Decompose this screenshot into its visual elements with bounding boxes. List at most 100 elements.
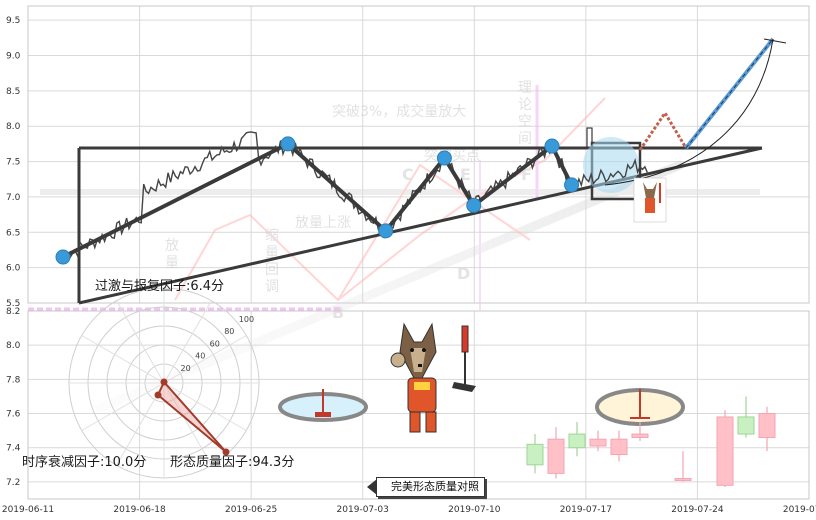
- x-tick-label: 2019-06-25: [225, 505, 277, 515]
- mascot-small: [633, 177, 667, 223]
- watermark-text-breakout: 突破3%，成交量放大: [332, 103, 466, 120]
- y-tick-label: 6.0: [6, 264, 21, 274]
- factor2-label: 时序衰减因子:10.0分: [22, 454, 146, 470]
- arrow-left-icon: [367, 479, 377, 495]
- candlestick-series: [526, 396, 776, 488]
- y-tick-label: 9.0: [6, 52, 21, 62]
- pivot-marker: [280, 136, 296, 152]
- candle-body: [674, 477, 692, 481]
- lower-y-axis: 7.2 7.4 7.6 7.8 8.0 8.2: [6, 307, 21, 488]
- polar-ring-label: 40: [195, 352, 205, 361]
- polar-factor-point: [160, 378, 168, 386]
- x-tick-label: 2019-07-24: [671, 505, 724, 515]
- watermark-char: 理: [518, 80, 532, 96]
- watermark-letter-c: C: [402, 165, 414, 184]
- projection-target-tick: [763, 38, 787, 44]
- watermark-text-theory: 理论空间: [518, 80, 532, 147]
- y-tick-label: 9.5: [6, 16, 20, 26]
- y-tick-label: 8.2: [6, 307, 20, 317]
- watermark-char: 间: [518, 131, 532, 147]
- y-tick-label: 7.4: [6, 444, 21, 454]
- x-axis: 2019-06-11 2019-06-18 2019-06-25 2019-07-03…: [2, 505, 816, 515]
- perfect-pattern-button[interactable]: 完美形态质量对照: [367, 477, 485, 497]
- polar-spoke: [81, 335, 165, 384]
- x-tick-label: 2019-06-11: [2, 505, 54, 515]
- watermark-letter-b: B: [332, 303, 344, 322]
- pivot-marker: [466, 197, 482, 213]
- mascot-dog: [390, 322, 476, 433]
- pivot-marker: [544, 138, 560, 154]
- watermark-text-buy: 突破买点: [424, 148, 480, 164]
- watermark-letter-e: E: [460, 165, 471, 184]
- polar-ring-label: 60: [210, 339, 220, 348]
- candle-body: [547, 438, 565, 474]
- x-tick-label: 2019-07-17: [560, 505, 612, 515]
- lower-panel-frame: [27, 310, 810, 500]
- polar-ring-label: 80: [224, 327, 234, 336]
- watermark-char: 调: [265, 279, 279, 295]
- candle-body: [568, 433, 586, 449]
- watermark-arrow-path: [174, 163, 531, 302]
- watermark-char: 回: [265, 262, 279, 278]
- watermark-char: 论: [518, 97, 532, 113]
- pivot-marker: [378, 223, 394, 239]
- factor1-label: 过激与报复因子:6.4分: [95, 279, 224, 294]
- polar-factor-chart: 20 40 60 80 100: [68, 287, 260, 479]
- y-tick-label: 7.5: [6, 158, 20, 168]
- candle-body: [631, 433, 649, 438]
- upper-panel-frame: [27, 5, 810, 304]
- polar-factor-point: [222, 448, 230, 456]
- x-tick-label: 2019-07-31: [783, 505, 816, 515]
- polar-spoke: [116, 300, 165, 384]
- y-tick-label: 8.0: [6, 122, 21, 132]
- pattern-lower-trendline: [78, 146, 763, 305]
- projection-alt-path: [638, 110, 688, 151]
- x-tick-label: 2019-07-03: [337, 505, 389, 515]
- watermark-layer: 突破3%，成交量放大 突破买点 放量上涨 C E F D B 理论空间 缩量 回调…: [40, 80, 760, 413]
- watermark-text-volume: 放量: [165, 238, 179, 271]
- watermark-letter-f: F: [521, 165, 532, 184]
- y-tick-label: 5.5: [6, 299, 20, 309]
- watermark-char: 量: [165, 255, 179, 271]
- polar-ring-label: 100: [239, 315, 254, 324]
- polar-spoke: [163, 335, 247, 384]
- projection-main-core: [685, 38, 774, 149]
- y-tick-label: 8.0: [6, 341, 21, 351]
- pivot-markers: [55, 136, 580, 265]
- watermark-char: 空: [518, 114, 532, 130]
- candle-body: [526, 443, 544, 466]
- perfect-pattern-button-label: 完美形态质量对照: [391, 480, 479, 493]
- watermark-char: 放: [165, 238, 179, 254]
- candle-body: [589, 438, 607, 447]
- y-tick-label: 7.2: [6, 478, 20, 488]
- candle-body: [716, 416, 734, 486]
- polar-factor-point: [154, 391, 162, 399]
- candle-body: [610, 438, 628, 456]
- watermark-text-volume-up: 放量上涨: [295, 215, 351, 231]
- pivot-marker: [564, 177, 580, 193]
- candle-body: [758, 413, 776, 438]
- x-tick-label: 2019-07-10: [448, 505, 501, 515]
- y-tick-label: 8.5: [6, 87, 20, 97]
- upper-y-axis: 5.5 6.0 6.5 7.0 7.5 8.0 8.5 9.0 9.5: [6, 16, 21, 309]
- polar-spoke: [163, 300, 212, 384]
- watermark-letter-d: D: [457, 264, 470, 283]
- polar-ring-label: 20: [181, 364, 191, 373]
- y-tick-label: 7.8: [6, 375, 21, 385]
- y-tick-label: 7.6: [6, 410, 21, 420]
- x-tick-label: 2019-06-18: [113, 505, 166, 515]
- pivot-marker: [55, 249, 71, 265]
- polar-spoke: [163, 382, 247, 431]
- pivot-marker: [436, 150, 452, 166]
- candle-body: [737, 416, 755, 435]
- y-tick-label: 6.5: [6, 228, 20, 238]
- polar-factor-polygon: [156, 380, 227, 453]
- watermark-char: 缩: [265, 228, 279, 244]
- inset-ellipse-left: [278, 389, 368, 422]
- polar-spoke: [81, 382, 165, 431]
- y-tick-label: 7.0: [6, 193, 21, 203]
- factor3-label: 形态质量因子:94.3分: [170, 455, 294, 470]
- watermark-trend-band: [95, 160, 685, 413]
- polar-spoke: [163, 382, 212, 466]
